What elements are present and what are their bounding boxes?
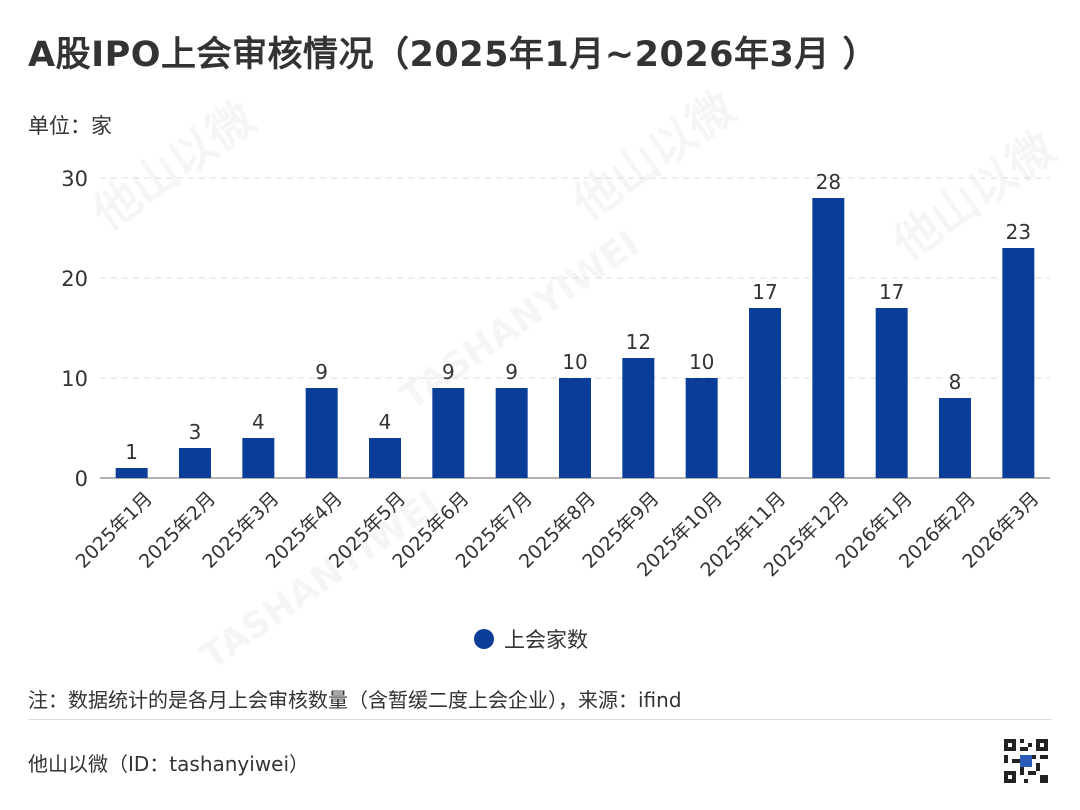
data-labels: 1 3 4 9 4 9 9 10 12 10 17 28 17 8 23 — [125, 170, 1031, 464]
bar — [749, 308, 781, 478]
bar — [179, 448, 211, 478]
data-label: 17 — [752, 280, 777, 304]
bar — [369, 438, 401, 478]
unit-label: 单位：家 — [28, 114, 112, 138]
legend-swatch — [474, 629, 494, 649]
bar — [875, 308, 908, 478]
data-label: 8 — [949, 370, 962, 394]
bar — [1002, 248, 1035, 478]
data-label: 9 — [442, 360, 455, 384]
legend-label: 上会家数 — [504, 628, 588, 652]
bar — [939, 398, 971, 478]
bar — [242, 438, 275, 478]
bar — [812, 198, 845, 478]
bar — [115, 468, 148, 478]
bars — [115, 198, 1035, 478]
data-label: 28 — [816, 170, 841, 194]
data-label: 9 — [505, 360, 518, 384]
data-label: 9 — [315, 360, 328, 384]
y-tick-label: 0 — [75, 467, 88, 491]
x-tick-labels: 2025年1月2025年2月2025年3月2025年4月2025年5月2025年… — [72, 488, 1044, 582]
data-label: 4 — [379, 410, 392, 434]
bar — [685, 378, 718, 478]
data-label: 17 — [879, 280, 904, 304]
bar — [622, 358, 655, 478]
bar — [305, 388, 338, 478]
data-label: 1 — [125, 440, 138, 464]
data-label: 10 — [689, 350, 714, 374]
bar — [432, 388, 465, 478]
y-tick-labels: 0 10 20 30 — [61, 167, 88, 491]
data-label: 10 — [562, 350, 587, 374]
data-label: 23 — [1006, 220, 1031, 244]
source-note: 注：数据统计的是各月上会审核数量（含暂缓二度上会企业），来源：ifind — [28, 688, 682, 712]
data-label: 4 — [252, 410, 265, 434]
bar — [495, 388, 528, 478]
y-tick-label: 10 — [61, 367, 88, 391]
legend: 上会家数 — [474, 624, 588, 654]
footer-divider — [28, 719, 1052, 720]
qr-code-icon — [1004, 739, 1048, 783]
y-tick-label: 20 — [61, 267, 88, 291]
y-tick-label: 30 — [61, 167, 88, 191]
data-label: 12 — [626, 330, 651, 354]
bar — [559, 378, 591, 478]
brand-label: 他山以微（ID：tashanyiwei） — [28, 752, 310, 776]
bar-chart: 0 10 20 30 1 3 4 9 4 9 9 10 12 10 17 28 17 8 23 2025年1月20… — [61, 167, 1050, 582]
data-label: 3 — [189, 420, 202, 444]
page-title: A股IPO上会审核情况（2025年1月~2026年3月 ） — [28, 35, 879, 75]
